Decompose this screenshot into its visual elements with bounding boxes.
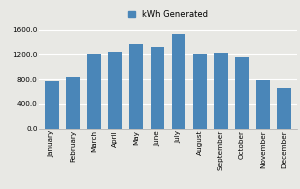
Bar xyxy=(129,44,143,129)
Bar xyxy=(256,80,270,129)
Bar xyxy=(66,77,80,129)
Bar xyxy=(108,52,122,129)
Bar xyxy=(45,81,58,129)
Legend: kWh Generated: kWh Generated xyxy=(128,10,208,19)
Bar xyxy=(278,88,291,129)
Bar xyxy=(87,54,101,129)
Bar xyxy=(151,47,164,129)
Bar xyxy=(235,57,249,129)
Bar xyxy=(214,53,228,129)
Bar xyxy=(193,54,207,129)
Bar xyxy=(172,34,185,129)
